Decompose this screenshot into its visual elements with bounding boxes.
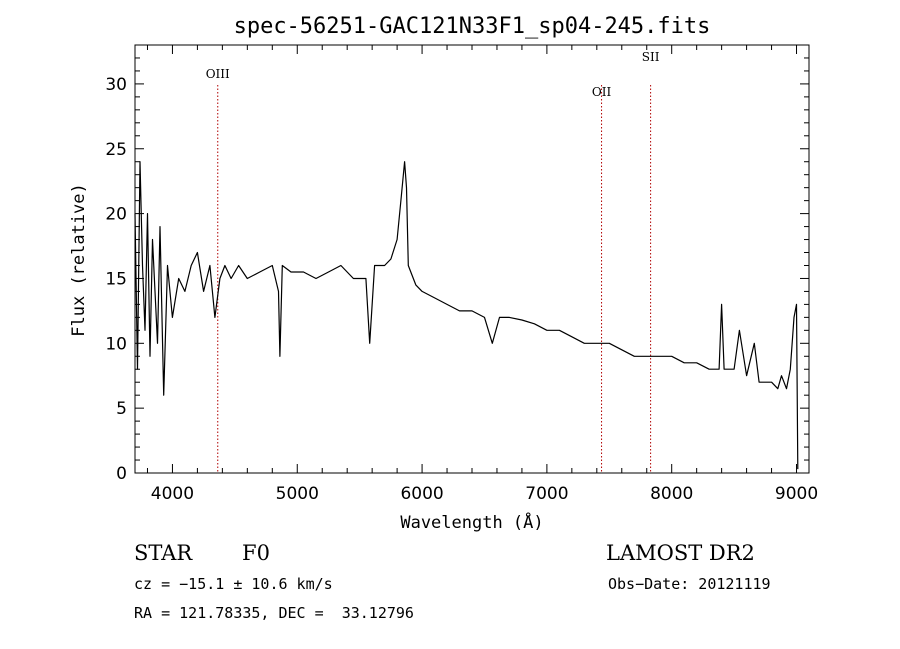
line-annotations: OIII OII SII bbox=[206, 50, 660, 473]
x-tick-label: 5000 bbox=[276, 484, 319, 504]
x-tick-label: 6000 bbox=[400, 484, 443, 504]
series-group bbox=[134, 161, 799, 470]
y-tick-label: 0 bbox=[116, 464, 127, 484]
y-tick-label: 25 bbox=[105, 140, 127, 160]
y-tick-label: 10 bbox=[105, 334, 127, 354]
x-tick-label: 7000 bbox=[525, 484, 568, 504]
y-tick-label: 5 bbox=[116, 399, 127, 419]
spectrum-line bbox=[134, 161, 799, 470]
axis-ticks: 4000 5000 6000 7000 8000 9000 0 5 10 15 20 25 30 bbox=[105, 44, 818, 504]
redshift-readout: cz = −15.1 ± 10.6 km/s bbox=[134, 575, 333, 593]
y-axis-label: Flux (relative) bbox=[69, 183, 89, 337]
x-tick-label: 8000 bbox=[650, 484, 693, 504]
survey-name: LAMOST DR2 bbox=[606, 541, 755, 565]
object-subclass: F0 bbox=[242, 541, 270, 565]
y-tick-label: 15 bbox=[105, 269, 127, 289]
spectrum-chart: spec-56251-GAC121N33F1_sp04-245.fits Wav… bbox=[69, 14, 818, 533]
plot-frame bbox=[134, 44, 810, 474]
y-tick-label: 30 bbox=[105, 75, 127, 95]
x-tick-label: 9000 bbox=[775, 484, 818, 504]
x-axis-label: Wavelength (Å) bbox=[400, 511, 543, 533]
coordinates-readout: RA = 121.78335, DEC = 33.12796 bbox=[134, 604, 414, 622]
chart-title: spec-56251-GAC121N33F1_sp04-245.fits bbox=[234, 14, 711, 39]
observation-date: Obs−Date: 20121119 bbox=[608, 575, 771, 593]
x-tick-label: 4000 bbox=[151, 484, 194, 504]
annotation-label: OIII bbox=[206, 67, 230, 81]
y-tick-label: 20 bbox=[105, 205, 127, 225]
object-type: STAR bbox=[134, 541, 193, 565]
annotation-label: SII bbox=[642, 50, 660, 64]
annotation-label: OII bbox=[592, 85, 612, 99]
